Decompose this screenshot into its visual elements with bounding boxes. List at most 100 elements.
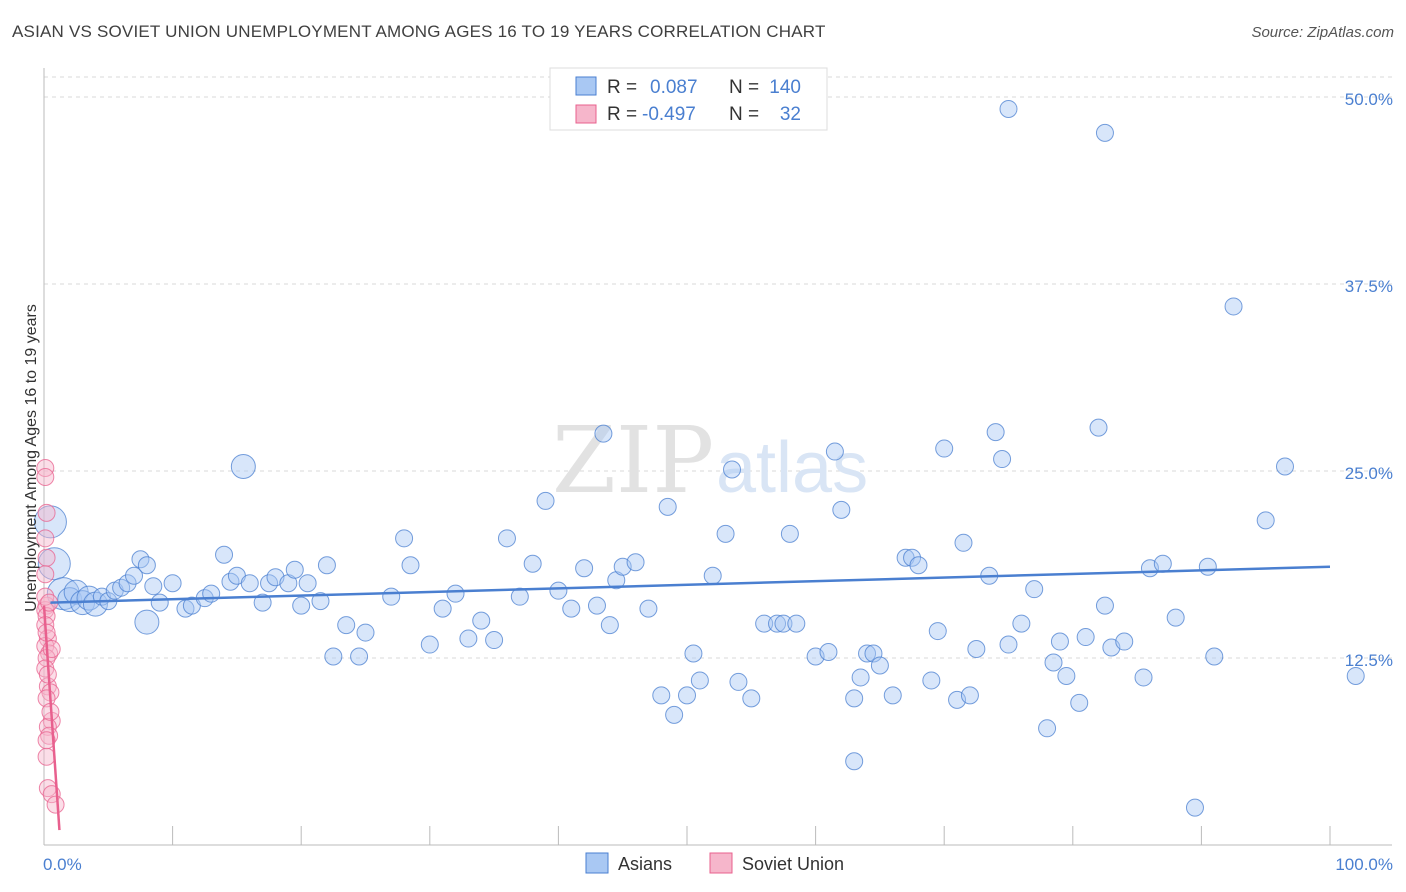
asians-point — [240, 574, 259, 593]
y-tick-label: 37.5% — [1345, 277, 1393, 296]
y-tick-label: 12.5% — [1345, 651, 1393, 670]
asians-point — [401, 556, 420, 575]
asians-point — [1275, 457, 1294, 476]
asians-point — [774, 614, 793, 633]
asians-point — [150, 593, 169, 612]
asians-point — [1095, 596, 1114, 615]
asians-point — [1089, 418, 1108, 437]
legend-n-value-asians: 140 — [769, 77, 801, 98]
asians-point — [1224, 297, 1243, 316]
legend-r-label-soviet: R = — [607, 104, 637, 125]
asians-point — [472, 611, 491, 630]
asians-point — [1185, 798, 1204, 817]
y-axis-label: Unemployment Among Ages 16 to 19 years — [23, 304, 40, 612]
soviet-trend-line — [42, 605, 61, 831]
asians-point — [510, 587, 529, 606]
asians-point — [202, 584, 221, 603]
asians-point — [935, 439, 954, 458]
asians-point — [137, 556, 156, 575]
bottom-legend-asians: Asians — [618, 854, 672, 874]
asians-point — [292, 596, 311, 615]
asians-point — [967, 640, 986, 659]
asians-point — [825, 442, 844, 461]
y-tick-label: 25.0% — [1345, 464, 1393, 483]
asians-point — [536, 491, 555, 510]
asians-point — [230, 454, 256, 480]
asians-point — [112, 578, 131, 597]
asians-point — [562, 599, 581, 618]
asians-point — [703, 566, 722, 585]
asians-point — [1346, 666, 1365, 685]
asians-point — [1012, 614, 1031, 633]
legend-n-label-asians: N = — [729, 77, 759, 98]
asians-point — [253, 593, 272, 612]
asians-point — [832, 500, 851, 519]
asians-point — [626, 553, 645, 572]
asians-point — [690, 671, 709, 690]
watermark-zip: ZIP — [552, 407, 714, 514]
asians-point — [285, 560, 304, 579]
trend-lines — [42, 565, 1331, 831]
asians-point — [1166, 608, 1185, 627]
x-tick-label-max: 100.0% — [1335, 855, 1393, 874]
asians-point — [459, 629, 478, 648]
asians-point — [787, 614, 806, 633]
watermark: ZIP atlas — [552, 407, 868, 514]
soviet-point — [37, 548, 56, 567]
bottom-legend-swatch-asians — [585, 852, 609, 874]
asians-point — [909, 556, 928, 575]
asians-point — [420, 635, 439, 654]
asians-point — [82, 591, 108, 617]
asians-point — [594, 424, 613, 443]
asians-point — [954, 533, 973, 552]
asians-point — [723, 460, 742, 479]
asians-point — [1044, 653, 1063, 672]
asians-point — [356, 623, 375, 642]
asians-point — [1095, 123, 1114, 142]
asians-point — [999, 635, 1018, 654]
tick-labels: 12.5% 25.0% 37.5% 50.0% 0.0% 100.0% — [43, 90, 1393, 874]
soviet-point — [46, 795, 65, 814]
bottom-legend-swatch-soviet — [709, 852, 733, 874]
asians-point — [1134, 668, 1153, 687]
asians-point — [1038, 719, 1057, 738]
asians-point — [1076, 628, 1095, 647]
asians-point — [845, 752, 864, 771]
asians-point — [485, 631, 504, 650]
asians-point — [1115, 632, 1134, 651]
asians-point — [350, 647, 369, 666]
asians-point — [1070, 693, 1089, 712]
asians-point — [311, 592, 330, 611]
asians-point — [851, 668, 870, 687]
asians-point — [768, 614, 787, 633]
asians-point — [922, 671, 941, 690]
asians-point — [1057, 666, 1076, 685]
asians-point — [587, 596, 606, 615]
asians-point — [395, 529, 414, 548]
legend-r-label-asians: R = — [607, 77, 637, 98]
asians-point — [960, 686, 979, 705]
asians-point — [118, 574, 137, 593]
soviet-point — [36, 565, 55, 584]
asians-point — [1198, 557, 1217, 576]
asians-point — [819, 643, 838, 662]
asians-point — [864, 644, 883, 663]
watermark-atlas: atlas — [716, 428, 868, 508]
asians-point — [337, 616, 356, 635]
asians-point — [716, 524, 735, 543]
legend-r-value-asians: 0.087 — [650, 77, 698, 98]
asians-point — [845, 689, 864, 708]
soviet-point — [37, 503, 56, 522]
asians-point — [858, 644, 877, 663]
asians-point — [742, 689, 761, 708]
soviet-point — [37, 747, 56, 766]
asians-point — [433, 599, 452, 618]
bottom-legend-soviet: Soviet Union — [742, 854, 844, 874]
source-label: Source: ZipAtlas.com — [1251, 24, 1394, 41]
legend-n-value-soviet: 32 — [780, 104, 801, 125]
asians-point — [658, 497, 677, 516]
asians-point — [755, 614, 774, 633]
soviet-point — [36, 529, 55, 548]
axes — [43, 68, 1392, 846]
asians-point — [870, 656, 889, 675]
